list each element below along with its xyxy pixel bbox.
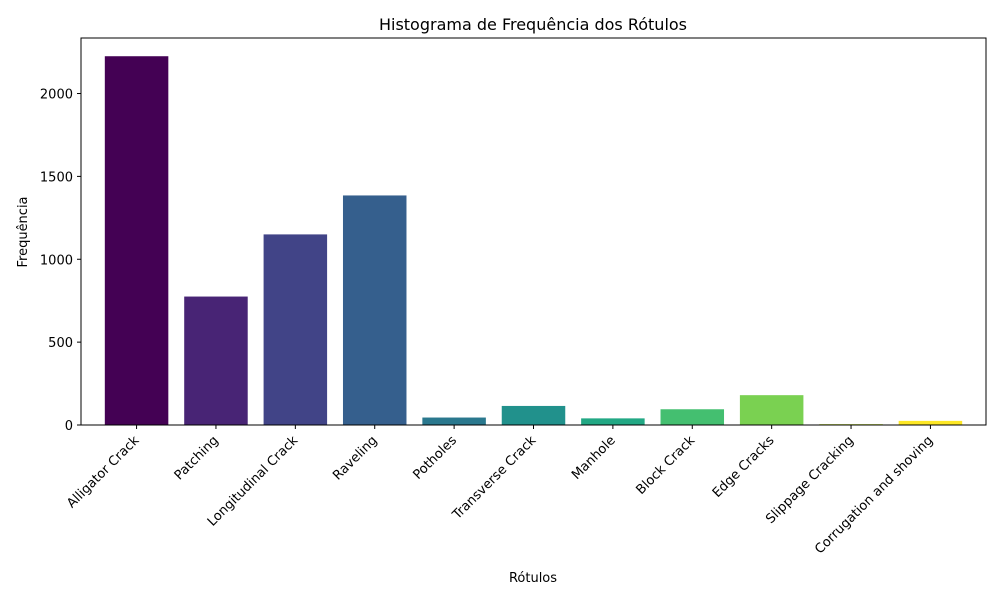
bar-edge-cracks xyxy=(739,395,804,425)
bar-alligator-crack xyxy=(104,56,169,425)
y-tick-label: 0 xyxy=(65,419,73,434)
y-axis-ticks: 0 500 1000 1500 2000 xyxy=(40,88,81,434)
bar-manhole xyxy=(581,418,645,425)
plot-frame xyxy=(80,37,987,426)
bar-potholes xyxy=(422,417,486,425)
y-tick-label: 500 xyxy=(48,336,73,351)
bar-corrugation-and-shoving xyxy=(898,420,963,425)
bar-transverse-crack xyxy=(501,405,566,425)
y-tick-label: 1500 xyxy=(40,170,73,185)
bar-raveling xyxy=(342,195,407,425)
x-axis-label: Rótulos xyxy=(509,571,557,586)
y-tick-label: 1000 xyxy=(40,253,73,268)
chart-title: Histograma de Frequência dos Rótulos xyxy=(379,15,687,34)
bars-group xyxy=(104,56,963,425)
bar-block-crack xyxy=(660,409,725,425)
y-axis-label: Frequência xyxy=(16,196,31,267)
y-tick-label: 2000 xyxy=(40,88,73,103)
bar-patching xyxy=(184,296,248,425)
bar-longitudinal-crack xyxy=(263,234,328,425)
